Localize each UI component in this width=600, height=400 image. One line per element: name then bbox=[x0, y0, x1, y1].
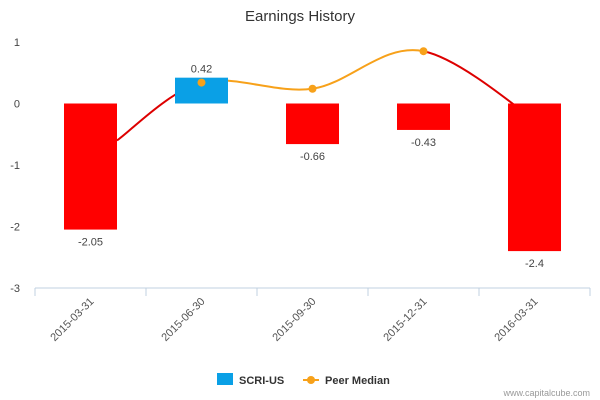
x-tick-label: 2015-06-30 bbox=[159, 296, 207, 344]
legend-marker-peer-median bbox=[307, 376, 315, 384]
legend-item-peer-median[interactable]: Peer Median bbox=[303, 375, 390, 387]
peer-median-marker-layer bbox=[197, 47, 428, 93]
bar-data-labels: -2.05 0.42 -0.66 -0.43 -2.4 bbox=[78, 64, 544, 270]
x-tick-label: 2015-12-31 bbox=[381, 296, 429, 344]
y-axis-tick-labels: 1 0 -1 -2 -3 bbox=[10, 37, 20, 295]
data-label-2015-06-30: 0.42 bbox=[191, 64, 212, 76]
y-tick-label: -3 bbox=[10, 283, 20, 295]
bar-2016-03-31 bbox=[508, 103, 561, 252]
legend-label-peer-median: Peer Median bbox=[325, 375, 390, 387]
data-label-2015-03-31: -2.05 bbox=[78, 237, 103, 249]
legend-item-scri[interactable]: SCRI-US bbox=[217, 373, 284, 387]
peer-median-line-segment bbox=[312, 49, 424, 90]
y-tick-label: -1 bbox=[10, 160, 20, 172]
credit-text: www.capitalcube.com bbox=[502, 388, 590, 398]
bar-2015-03-31 bbox=[64, 103, 117, 230]
y-tick-label: 0 bbox=[14, 99, 20, 111]
legend-swatch-scri bbox=[217, 373, 233, 385]
bar-2015-09-30 bbox=[286, 103, 339, 145]
peer-median-point-2015-06-30 bbox=[197, 78, 206, 87]
data-label-2015-09-30: -0.66 bbox=[300, 151, 325, 163]
bar-2015-12-31 bbox=[397, 103, 450, 130]
x-tick-label: 2015-03-31 bbox=[48, 296, 96, 344]
y-tick-label: 1 bbox=[14, 37, 20, 49]
x-axis: 2015-03-31 2015-06-30 2015-09-30 2015-12-31… bbox=[34, 287, 591, 344]
peer-median-point-2015-09-30 bbox=[308, 84, 317, 93]
data-label-2015-12-31: -0.43 bbox=[411, 137, 436, 149]
x-tick-label: 2015-09-30 bbox=[270, 296, 318, 344]
chart-title: Earnings History bbox=[245, 8, 356, 25]
legend: SCRI-US Peer Median bbox=[217, 373, 390, 387]
x-tick-label: 2016-03-31 bbox=[492, 296, 540, 344]
y-tick-label: -2 bbox=[10, 222, 20, 234]
peer-median-point-2015-12-31 bbox=[419, 47, 428, 56]
legend-label-scri: SCRI-US bbox=[239, 375, 284, 387]
bar-layer bbox=[64, 77, 561, 252]
data-label-2016-03-31: -2.4 bbox=[525, 258, 544, 270]
